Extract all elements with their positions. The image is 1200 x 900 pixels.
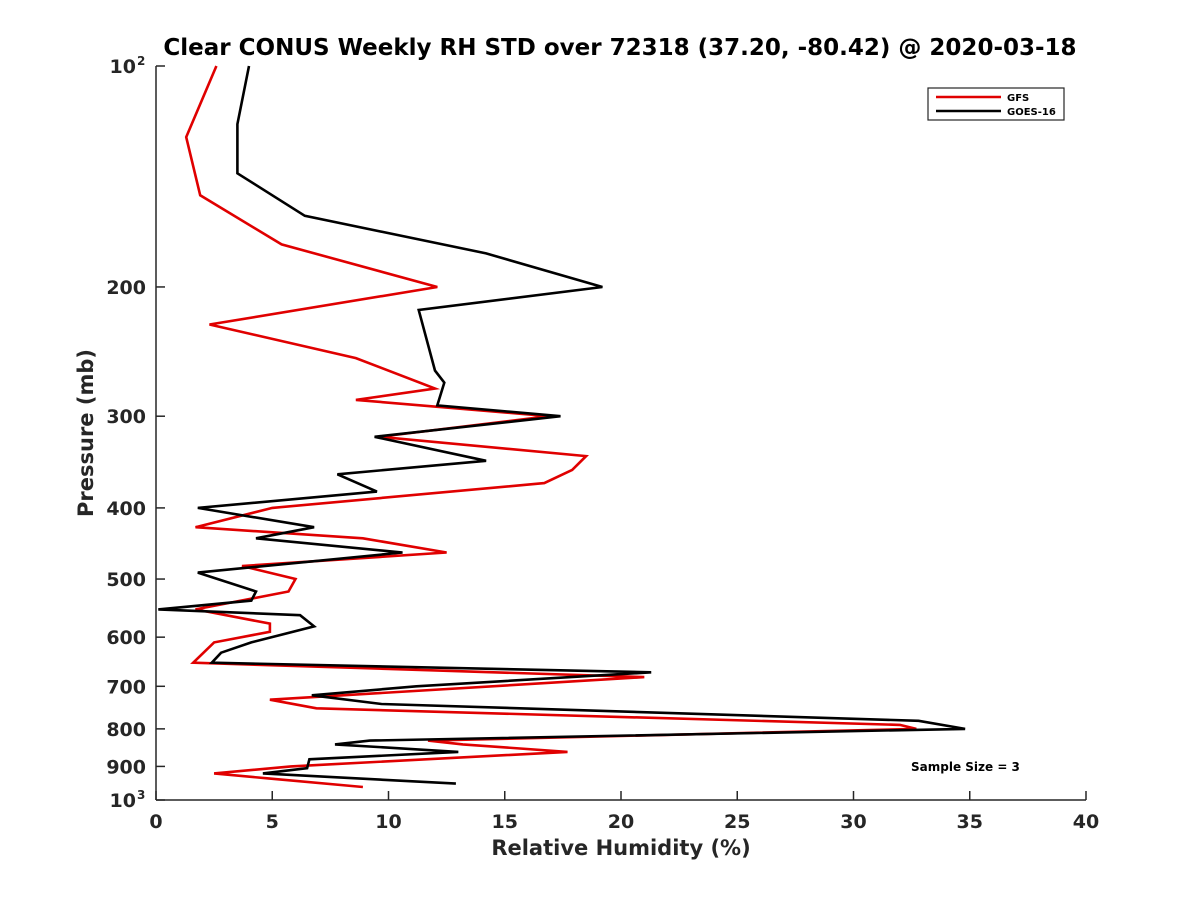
sample-size-annotation: Sample Size = 3 xyxy=(911,760,1020,774)
y-tick-label: 200 xyxy=(106,277,146,299)
y-axis-title: Pressure (mb) xyxy=(74,349,98,517)
x-tick-label: 30 xyxy=(840,811,866,833)
x-tick-label: 20 xyxy=(608,811,634,833)
y-tick-label: 300 xyxy=(106,406,146,428)
x-tick-label: 0 xyxy=(149,811,162,833)
y-tick-label: 400 xyxy=(106,498,146,520)
x-tick-label: 15 xyxy=(492,811,518,833)
x-tick-label: 35 xyxy=(957,811,983,833)
chart-title: Clear CONUS Weekly RH STD over 72318 (37… xyxy=(163,35,1076,61)
x-tick-label: 40 xyxy=(1073,811,1099,833)
x-axis-title: Relative Humidity (%) xyxy=(491,836,750,860)
legend: GFS GOES-16 xyxy=(927,87,1065,121)
y-tick-label-exponent: 2 xyxy=(137,54,145,68)
y-tick-label: 900 xyxy=(106,756,146,778)
x-tick-label: 10 xyxy=(375,811,401,833)
series-line-goes16 xyxy=(158,65,966,785)
y-tick-label: 700 xyxy=(106,676,146,698)
y-tick-label: 10 xyxy=(110,56,136,78)
y-tick-label: 600 xyxy=(106,627,146,649)
legend-label-goes16: GOES-16 xyxy=(1007,107,1056,118)
legend-box xyxy=(927,87,1065,121)
y-tick-label-exponent: 3 xyxy=(137,788,145,802)
y-tick-label: 500 xyxy=(106,569,146,591)
x-tick-label: 5 xyxy=(266,811,279,833)
y-tick-label: 10 xyxy=(110,790,136,812)
x-tick-label: 25 xyxy=(724,811,750,833)
y-tick-label: 800 xyxy=(106,719,146,741)
legend-label-gfs: GFS xyxy=(1007,93,1029,104)
series-layer xyxy=(158,65,966,789)
